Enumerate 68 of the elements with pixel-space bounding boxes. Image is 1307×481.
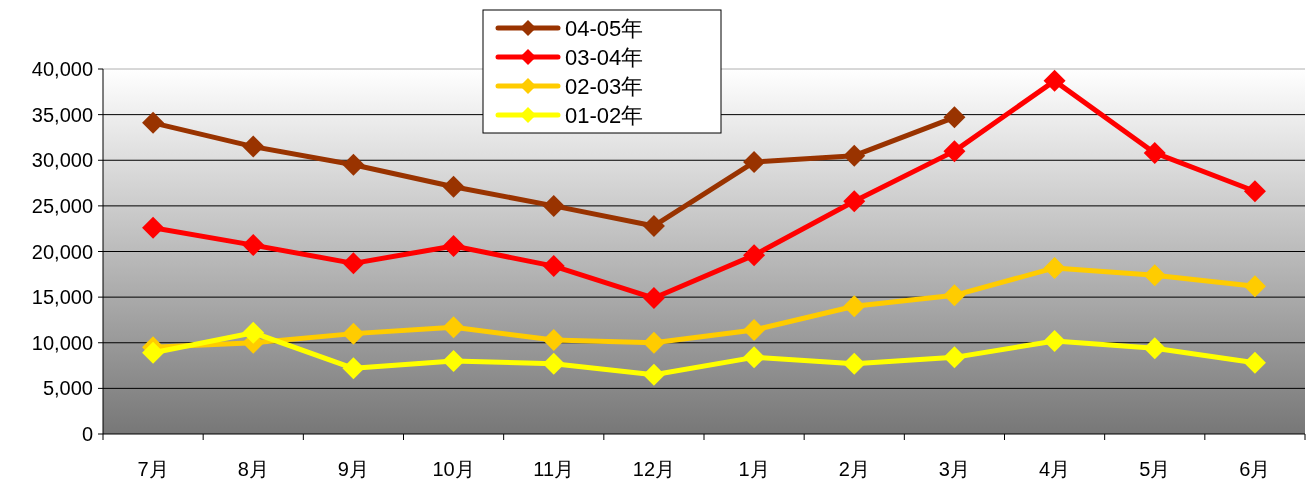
x-tick-label: 12月 <box>632 458 676 480</box>
point <box>943 346 966 369</box>
legend-label: 03-04年 <box>565 45 644 70</box>
x-tick-label: 11月 <box>533 458 575 480</box>
point <box>142 341 165 364</box>
point <box>1243 351 1266 374</box>
point <box>743 318 766 341</box>
point <box>142 111 165 134</box>
point <box>442 350 465 372</box>
point <box>442 175 465 198</box>
point <box>843 295 866 318</box>
y-tick-label: 15,000 <box>31 286 93 309</box>
legend-label: 01-02年 <box>565 103 644 128</box>
point <box>142 216 165 239</box>
point <box>1143 141 1166 164</box>
point <box>642 214 665 237</box>
point <box>1243 180 1266 203</box>
x-tick-label: 9月 <box>337 458 369 480</box>
point <box>342 252 365 275</box>
point <box>843 352 866 375</box>
point <box>542 352 565 375</box>
point <box>1243 275 1266 298</box>
point <box>743 244 766 267</box>
point <box>1143 337 1166 360</box>
point <box>1043 256 1066 279</box>
x-tick-label: 1月 <box>738 458 770 480</box>
legend-label: 02-03年 <box>565 74 644 99</box>
x-tick-label: 5月 <box>1139 458 1171 480</box>
y-tick-label: 35,000 <box>31 103 93 126</box>
point <box>342 322 365 345</box>
point <box>342 357 365 380</box>
point <box>242 234 265 257</box>
point <box>342 153 365 176</box>
point <box>442 316 465 339</box>
x-tick-label: 4月 <box>1039 458 1071 480</box>
point <box>542 194 565 217</box>
y-tick-label: 20,000 <box>31 240 93 263</box>
point <box>743 346 766 369</box>
point <box>442 235 465 258</box>
point <box>843 144 866 167</box>
y-tick-label: 40,000 <box>31 58 93 80</box>
legend-label: 04-05年 <box>565 16 644 41</box>
x-tick-label: 8月 <box>237 458 269 480</box>
x-tick-label: 3月 <box>938 458 970 480</box>
y-tick-label: 25,000 <box>31 194 93 217</box>
point <box>843 190 866 213</box>
point <box>642 363 665 386</box>
y-tick-label: 5,000 <box>42 377 93 400</box>
point <box>743 151 766 174</box>
point <box>943 284 966 307</box>
point <box>1043 69 1066 92</box>
x-tick-label: 7月 <box>137 458 169 480</box>
point <box>242 135 265 158</box>
point <box>242 321 265 344</box>
point <box>943 140 966 163</box>
point <box>542 255 565 278</box>
point <box>642 287 665 310</box>
point <box>1043 329 1066 352</box>
y-tick-label: 0 <box>81 423 93 445</box>
x-tick-label: 10月 <box>432 458 475 480</box>
y-tick-label: 30,000 <box>31 149 93 172</box>
point <box>1143 264 1166 287</box>
y-tick-label: 10,000 <box>31 331 93 354</box>
point <box>943 106 966 129</box>
x-tick-label: 6月 <box>1239 458 1271 480</box>
point <box>542 329 565 352</box>
x-tick-label: 2月 <box>838 458 870 480</box>
point <box>642 331 665 354</box>
